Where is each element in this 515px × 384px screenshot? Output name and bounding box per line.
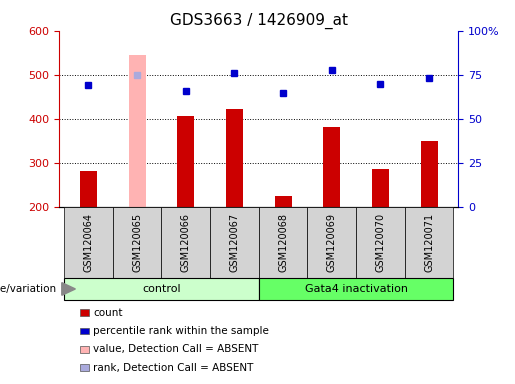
Text: Gata4 inactivation: Gata4 inactivation: [305, 284, 408, 294]
Text: GSM120069: GSM120069: [327, 214, 337, 272]
Bar: [259, 207, 307, 278]
Text: GSM120068: GSM120068: [278, 214, 288, 272]
Bar: [226, 109, 243, 207]
Bar: [323, 127, 340, 207]
Text: value, Detection Call = ABSENT: value, Detection Call = ABSENT: [93, 344, 259, 354]
Bar: [161, 207, 210, 278]
Bar: [421, 141, 438, 207]
Bar: [64, 278, 259, 300]
Bar: [356, 207, 405, 278]
Text: percentile rank within the sample: percentile rank within the sample: [93, 326, 269, 336]
Title: GDS3663 / 1426909_at: GDS3663 / 1426909_at: [170, 13, 348, 29]
Text: GSM120067: GSM120067: [230, 214, 239, 272]
Bar: [177, 116, 194, 207]
Text: count: count: [93, 308, 123, 318]
Bar: [210, 207, 259, 278]
Text: GSM120066: GSM120066: [181, 214, 191, 272]
Bar: [129, 55, 146, 207]
Text: GSM120065: GSM120065: [132, 214, 142, 272]
Text: genotype/variation: genotype/variation: [0, 284, 57, 294]
Bar: [372, 169, 389, 207]
Text: GSM120064: GSM120064: [83, 214, 93, 272]
Bar: [64, 207, 113, 278]
Text: GSM120070: GSM120070: [375, 214, 385, 272]
Bar: [405, 207, 454, 278]
Bar: [274, 196, 291, 207]
Text: GSM120071: GSM120071: [424, 214, 434, 272]
Text: rank, Detection Call = ABSENT: rank, Detection Call = ABSENT: [93, 363, 253, 373]
Text: control: control: [142, 284, 181, 294]
Bar: [113, 207, 161, 278]
Bar: [80, 171, 97, 207]
Bar: [307, 207, 356, 278]
Bar: [259, 278, 454, 300]
